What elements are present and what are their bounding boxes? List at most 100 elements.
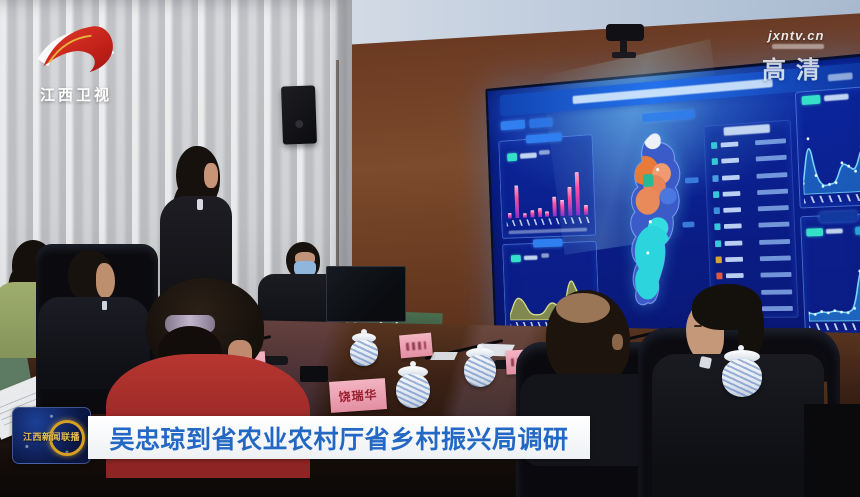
teacup-body (722, 359, 762, 397)
illegible-text (405, 340, 427, 351)
audience-man-right1-scalp (556, 293, 610, 323)
bar-chart-scrollbar (508, 227, 588, 235)
teacup-body (396, 374, 430, 408)
list-row (712, 170, 788, 183)
list-row-icon (712, 191, 720, 198)
camera-body (606, 24, 644, 41)
corner-shadow (804, 404, 860, 497)
caption-banner: 吴忠琼到省农业农村厅省乡村振兴局调研 (88, 416, 590, 459)
list-row (712, 187, 789, 199)
list-row-value-blur (757, 205, 789, 212)
list-row (711, 153, 787, 166)
dashboard-tab-1 (500, 119, 526, 131)
line1-title-blur (823, 93, 849, 102)
audience-man-left-collar (102, 301, 107, 310)
area-chart-legend-chip (510, 254, 521, 263)
list-row-label-blur (724, 240, 743, 246)
audience-man-right2-collar (698, 355, 713, 370)
list-row-value-blur (756, 171, 788, 179)
list-row (714, 220, 790, 231)
channel-logo-icon (37, 26, 115, 73)
list-row-icon (710, 142, 718, 150)
audience-man-left-face (96, 263, 115, 298)
list-row-icon (714, 223, 721, 231)
list-row-value-blur (761, 289, 793, 295)
list-row-value-blur (758, 222, 790, 229)
list-row (714, 237, 791, 248)
bar-chart-legend-blur (519, 152, 537, 159)
dashboard-screen (485, 38, 860, 349)
teacup-knob (477, 344, 483, 350)
camera-mount (620, 40, 627, 55)
name-plate-text: 饶瑞华 (338, 387, 378, 405)
list-row-value-blur (755, 138, 786, 146)
channel-logo-text: 江西卫视 (39, 87, 112, 104)
audience-man-right2-brow (694, 325, 702, 327)
area-chart-title-pill (533, 238, 563, 248)
list-header-blur (723, 123, 771, 136)
wall-seam (336, 60, 339, 360)
list-row-value-blur (760, 272, 792, 278)
map-panel (601, 121, 702, 330)
list-row-label-blur (725, 256, 744, 263)
list-row-label-blur (723, 223, 742, 230)
list-row-value-blur (761, 305, 793, 312)
bar-chart-title-pill (526, 132, 562, 144)
presenter-face (204, 163, 218, 188)
wall-speaker (280, 85, 318, 145)
line2-title-pill (819, 210, 858, 223)
list-row-icon (716, 272, 723, 280)
list-row-label-blur (725, 273, 744, 279)
caption-headline: 吴忠琼到省农业农村厅省乡村振兴局调研 (109, 425, 569, 454)
list-row-icon (712, 174, 719, 182)
line2-legend-blur (825, 228, 843, 234)
list-row (716, 270, 792, 280)
line-chart-panel-top (794, 85, 860, 209)
line-chart-top (801, 137, 860, 195)
dashboard-header-right-blur (827, 72, 853, 82)
bar-chart-bars (506, 161, 589, 219)
list-row-value-blur (759, 255, 791, 262)
area-chart-value-blur (541, 253, 550, 258)
line-chart-bottom (806, 249, 860, 322)
speaker-cone (295, 119, 304, 129)
operator-monitor (326, 266, 406, 322)
list-row-label-blur (720, 141, 739, 148)
audience-man-right1-ear (612, 334, 623, 350)
site-watermark-subline (772, 44, 824, 49)
list-row-label-blur (723, 207, 742, 213)
recorder-device (300, 366, 328, 382)
presenter-collar (197, 199, 203, 210)
name-plate-back (399, 332, 433, 359)
list-row-value-blur (757, 188, 789, 195)
map-label-pill (682, 221, 695, 228)
list-row (713, 203, 789, 215)
map-label-pill (684, 177, 699, 184)
bar-chart-value-blur (538, 149, 550, 155)
list-row-label-blur (722, 190, 741, 197)
list-row-value-blur (759, 238, 791, 245)
news-program-badge: 江西新闻联播 (12, 407, 91, 464)
bar-chart-legend-chip (507, 152, 518, 162)
camera-base (612, 52, 636, 58)
list-row-icon (713, 207, 720, 215)
badge-text: 江西新闻联播 (22, 432, 80, 442)
list-row (715, 254, 791, 265)
teacup-body (464, 355, 496, 387)
list-row-icon (714, 240, 722, 247)
operator-face-mask (294, 261, 316, 278)
microphone-base (262, 356, 288, 365)
list-row-icon (715, 256, 722, 264)
teacup-knob (738, 345, 744, 351)
bar-chart-panel (498, 132, 597, 239)
badge-gold-ring (49, 420, 85, 456)
list-row-label-blur (721, 174, 740, 181)
dashboard-tab-2 (529, 117, 553, 129)
channel-logo: 江西卫视 (28, 22, 124, 112)
line2-legend-chip-left (806, 228, 824, 237)
line2-legend-chip-right (855, 226, 860, 235)
teacup-body (350, 340, 378, 366)
line1-axis (803, 193, 860, 204)
bar-chart-axis (506, 216, 591, 227)
